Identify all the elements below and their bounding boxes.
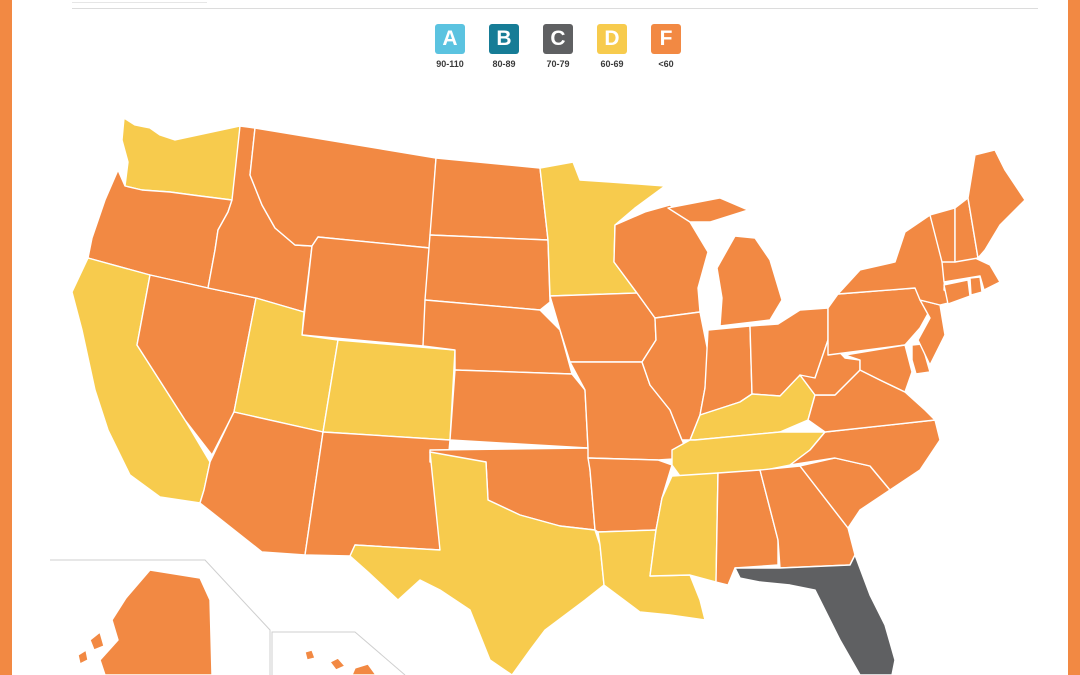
- state-mn[interactable]: [539, 161, 666, 297]
- state-ks[interactable]: [449, 369, 589, 449]
- legend-item-c: C 70-79: [540, 24, 576, 74]
- legend-range-b: 80-89: [492, 59, 516, 69]
- grade-legend: A 90-110 B 80-89 C 70-79 D 60-69 F <60: [432, 24, 684, 74]
- state-nm[interactable]: [304, 431, 451, 557]
- legend-range-d: 60-69: [600, 59, 624, 69]
- header-accent-rule: [72, 2, 207, 3]
- legend-item-a: A 90-110: [432, 24, 468, 74]
- state-co[interactable]: [322, 339, 456, 441]
- state-me[interactable]: [967, 149, 1026, 259]
- state-wy[interactable]: [301, 236, 431, 347]
- legend-range-c: 70-79: [546, 59, 570, 69]
- legend-swatch-d: D: [597, 24, 627, 54]
- hawaii-inset-border: [271, 631, 406, 675]
- legend-swatch-b: B: [489, 24, 519, 54]
- legend-item-b: B 80-89: [486, 24, 522, 74]
- legend-item-f: F <60: [648, 24, 684, 74]
- legend-range-f: <60: [658, 59, 674, 69]
- state-nc[interactable]: [789, 419, 941, 491]
- legend-swatch-f: F: [651, 24, 681, 54]
- state-ri[interactable]: [969, 276, 983, 296]
- state-nd[interactable]: [429, 157, 549, 241]
- state-wi[interactable]: [613, 204, 709, 319]
- state-mi[interactable]: [667, 197, 783, 327]
- state-ak[interactable]: [99, 569, 213, 675]
- state-mt[interactable]: [249, 127, 437, 249]
- state-wa[interactable]: [121, 117, 241, 201]
- state-fl[interactable]: [734, 554, 896, 675]
- state-sd[interactable]: [424, 234, 551, 311]
- state-ct[interactable]: [943, 279, 971, 305]
- state-ak-islands[interactable]: [77, 631, 105, 665]
- state-hi[interactable]: [304, 649, 377, 675]
- state-ma[interactable]: [941, 257, 1001, 291]
- legend-swatch-a: A: [435, 24, 465, 54]
- state-tx[interactable]: [349, 451, 605, 675]
- state-md[interactable]: [844, 344, 913, 393]
- alaska-inset-border: [50, 559, 271, 675]
- legend-range-a: 90-110: [436, 59, 464, 69]
- legend-item-d: D 60-69: [594, 24, 630, 74]
- legend-swatch-c: C: [543, 24, 573, 54]
- header-divider: [72, 8, 1038, 9]
